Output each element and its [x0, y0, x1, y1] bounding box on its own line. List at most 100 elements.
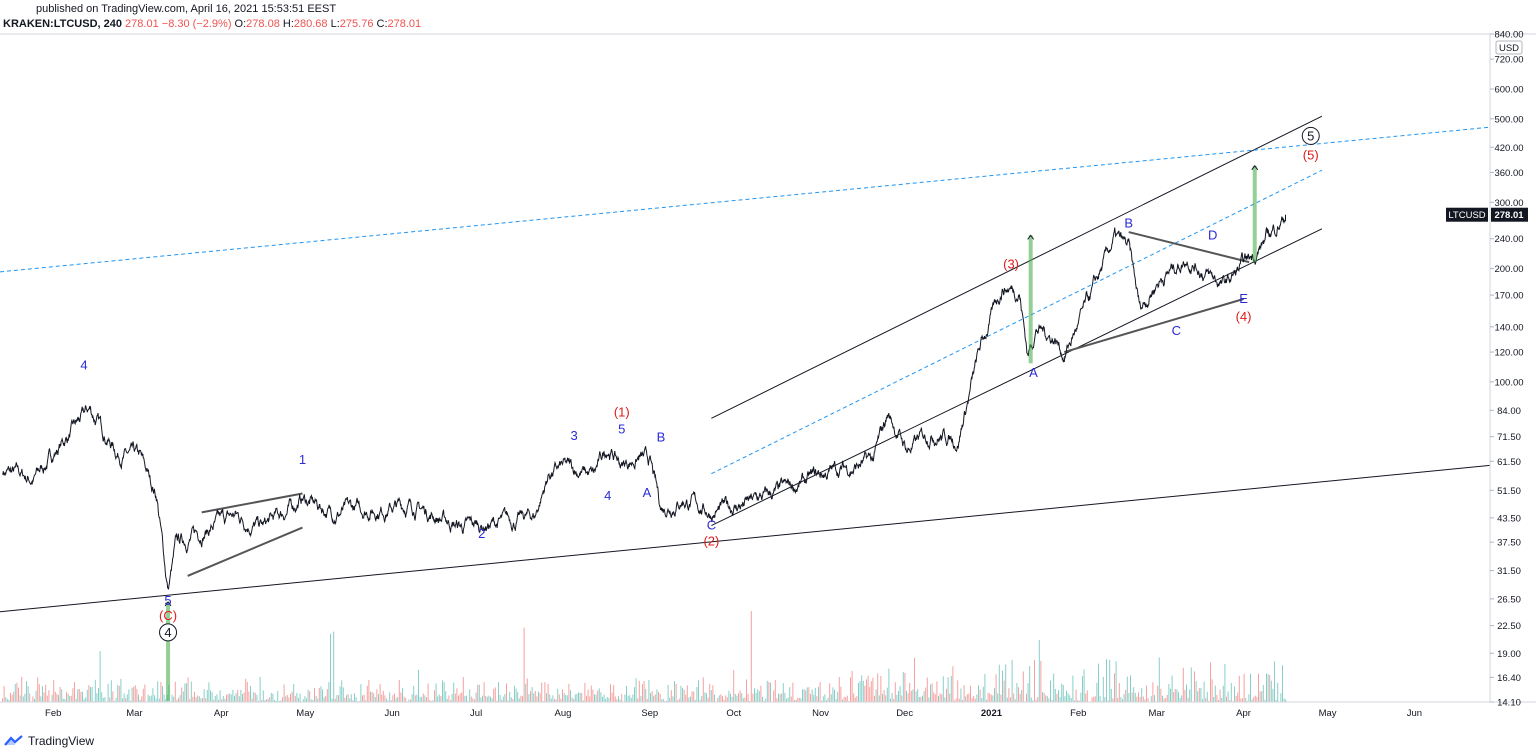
volume-bar-down: [1026, 693, 1027, 702]
volume-bar-down: [613, 685, 615, 702]
tradingview-brand[interactable]: TradingView: [28, 734, 95, 748]
volume-bar-down: [440, 696, 442, 702]
volume-bar-down: [702, 677, 704, 702]
volume-bar-up: [371, 692, 373, 702]
wave5-projection-arrow-body: [1252, 165, 1257, 263]
volume-bar-up: [662, 699, 664, 702]
volume-bar-up: [317, 698, 319, 702]
volume-bar-up: [1259, 691, 1261, 702]
volume-bar-down: [869, 687, 871, 702]
volume-bar-up: [566, 695, 568, 702]
volume-bar-down: [48, 690, 50, 702]
volume-bar-up: [491, 698, 493, 702]
volume-bar-up: [27, 686, 29, 702]
volume-bar-up: [830, 694, 832, 702]
volume-bar-up: [571, 697, 573, 702]
volume-bar-down: [376, 689, 378, 702]
volume-bar-down: [939, 693, 941, 702]
volume-bar-down: [616, 699, 618, 702]
wave-label: (3): [1003, 257, 1019, 272]
volume-bar-up: [806, 687, 808, 702]
volume-bar-down: [958, 698, 960, 702]
volume-bar-up: [813, 694, 815, 702]
volume-bar-up: [834, 689, 835, 702]
volume-bar-up: [378, 694, 379, 702]
volume-bar-up: [842, 699, 843, 702]
volume-bar-down: [477, 684, 479, 702]
volume-bar-up: [120, 678, 122, 702]
volume-bar-up: [1267, 674, 1269, 702]
volume-bar-up: [531, 687, 533, 702]
price-tick-label: 200.00: [1494, 264, 1523, 275]
volume-bar-up: [14, 684, 16, 702]
volume-bar-up: [184, 683, 186, 702]
volume-bar-up: [19, 695, 21, 702]
volume-bar-up: [549, 694, 551, 702]
outer-channel-dashed: [0, 126, 1491, 273]
volume-bar-up: [331, 698, 333, 702]
volume-bar-up: [701, 696, 703, 702]
volume-bar-up: [570, 690, 571, 702]
low-value: 275.76: [339, 18, 374, 30]
volume-bar-down: [774, 680, 776, 702]
volume-bar-down: [1139, 696, 1141, 702]
volume-bar-up: [1221, 697, 1223, 702]
volume-bar-up: [706, 693, 707, 702]
volume-bar-up: [514, 685, 515, 702]
volume-bar-up: [91, 686, 93, 702]
volume-bar-up: [69, 695, 71, 702]
volume-bar-down: [1184, 689, 1186, 702]
volume-bar-up: [101, 692, 103, 702]
volume-bar-up: [832, 687, 834, 702]
volume-bar-down: [520, 695, 522, 702]
volume-bar-up: [1104, 697, 1106, 702]
last-price-value: 278.01: [1494, 210, 1524, 221]
wave-label: D: [1208, 227, 1217, 242]
symbol-name[interactable]: KRAKEN:LTCUSD, 240: [3, 18, 122, 30]
volume-bar-up: [1285, 699, 1287, 702]
volume-bar-up: [770, 682, 771, 702]
volume-bar-up: [917, 689, 919, 702]
volume-bar-up: [1098, 663, 1099, 702]
projection-arrows: [164, 164, 1259, 701]
last-price: 278.01: [125, 18, 159, 30]
volume-bar-down: [739, 690, 741, 702]
volume-bar-up: [1053, 673, 1055, 702]
volume-bar-down: [870, 681, 872, 702]
volume-bar-up: [264, 700, 266, 702]
volume-bar-up: [96, 693, 98, 702]
tradingview-logo-icon[interactable]: [4, 735, 24, 747]
volume-bar-down: [245, 678, 247, 702]
volume-bar-down: [544, 682, 546, 702]
volume-bar-up: [1251, 699, 1253, 702]
volume-bar-down: [712, 685, 714, 702]
volume-bar-up: [443, 682, 445, 702]
volume-bar-up: [510, 697, 512, 702]
volume-bar-up: [765, 698, 767, 702]
volume-bar-down: [1074, 700, 1075, 702]
volume-bar-down: [496, 700, 498, 702]
volume-bar-down: [522, 696, 523, 702]
volume-bar-up: [1099, 695, 1101, 702]
price-tick-label: 240.00: [1494, 234, 1523, 245]
volume-bars: [2, 611, 1287, 702]
volume-bar-down: [810, 694, 811, 702]
volume-bar-down: [1114, 673, 1115, 702]
volume-bar-down: [819, 682, 821, 702]
volume-bar-down: [722, 695, 723, 702]
volume-bar-down: [1144, 699, 1146, 702]
volume-bar-down: [952, 666, 954, 702]
volume-bar-down: [266, 699, 267, 702]
volume-bar-down: [3, 686, 5, 702]
volume-bar-down: [1034, 660, 1035, 702]
volume-bar-up: [1179, 698, 1181, 702]
volume-bar-down: [470, 696, 472, 702]
volume-bar-down: [845, 697, 847, 702]
volume-bar-down: [597, 690, 599, 702]
volume-bar-up: [619, 699, 621, 702]
volume-bar-down: [554, 699, 555, 702]
volume-bar-up: [99, 651, 101, 702]
wedge-lower-line: [187, 526, 303, 577]
volume-bar-up: [960, 688, 962, 702]
